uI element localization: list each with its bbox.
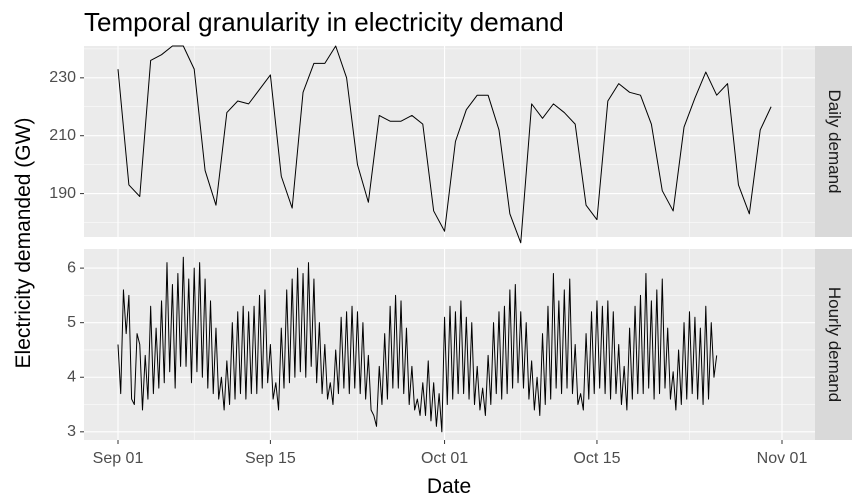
y-axis-title: Electricity demanded (GW) xyxy=(12,118,35,369)
strip-hourly-background xyxy=(815,249,852,440)
strip-label-daily: Daily demand xyxy=(825,90,844,194)
strip-label-hourly: Hourly demand xyxy=(825,287,844,402)
chart-title: Temporal granularity in electricity dema… xyxy=(84,7,564,37)
y-tick-label: 5 xyxy=(67,314,76,331)
panel-daily-background xyxy=(84,46,815,237)
x-tick-label: Oct 15 xyxy=(573,450,620,467)
y-tick-label: 210 xyxy=(49,127,76,144)
x-tick-label: Oct 01 xyxy=(421,450,468,467)
y-tick-label: 190 xyxy=(49,185,76,202)
daily-demand-line xyxy=(117,45,772,244)
x-tick-label: Nov 01 xyxy=(757,450,808,467)
x-tick-label: Sep 15 xyxy=(245,450,296,467)
hourly-demand-line xyxy=(117,256,718,433)
y-tick-label: 4 xyxy=(67,368,76,385)
x-axis-title: Date xyxy=(427,475,471,498)
y-tick-label: 230 xyxy=(49,69,76,86)
strip-daily-background xyxy=(815,46,852,237)
hourly-y-axis: 3 4 5 6 xyxy=(67,259,84,440)
x-tick-label: Sep 01 xyxy=(93,450,144,467)
panel-hourly-background xyxy=(84,249,815,440)
x-axis: Sep 01 Sep 15 Oct 01 Oct 15 Nov 01 xyxy=(93,440,808,467)
daily-y-axis: 190 210 230 xyxy=(49,69,84,202)
y-tick-label: 6 xyxy=(67,259,76,276)
panel-daily-demand: 190 210 230 Daily demand xyxy=(49,45,852,244)
y-tick-label: 3 xyxy=(67,423,76,440)
panel-hourly-demand: 3 4 5 6 Hourly demand xyxy=(67,249,852,440)
